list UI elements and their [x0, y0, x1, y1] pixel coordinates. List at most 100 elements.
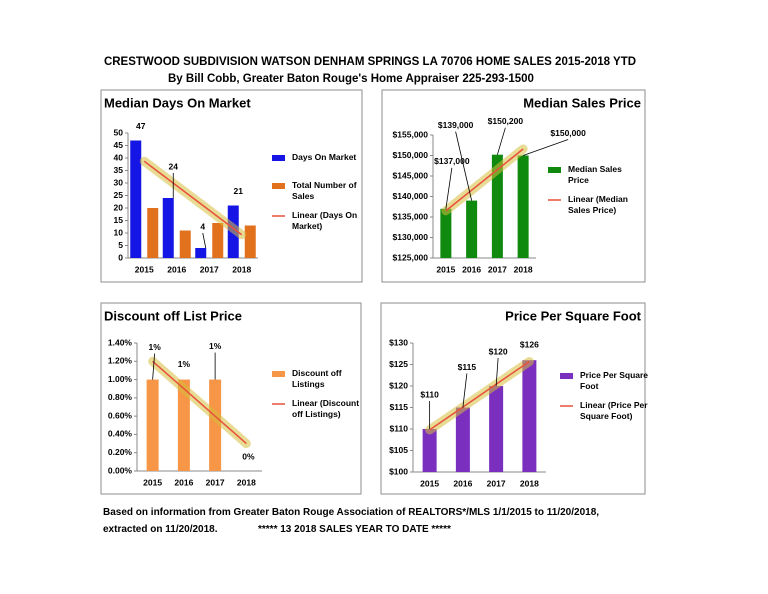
y-tick-label: 40	[114, 152, 124, 162]
legend-swatch	[560, 373, 573, 379]
y-tick-label: 30	[114, 177, 124, 187]
x-tick-label: 2015	[420, 478, 439, 488]
footer-line: Based on information from Greater Baton …	[103, 507, 600, 518]
trendline	[152, 360, 247, 445]
y-tick-label: $125,000	[393, 252, 429, 262]
x-tick-label: 2017	[487, 478, 506, 488]
y-tick-label: 0.20%	[108, 447, 133, 457]
bar	[522, 360, 537, 472]
y-tick-label: $110	[390, 423, 409, 433]
y-tick-label: $140,000	[393, 191, 429, 201]
data-label: $115	[458, 362, 477, 372]
bar	[162, 198, 174, 258]
y-tick-label: 10	[114, 227, 124, 237]
data-label: $120	[489, 346, 508, 356]
y-tick-label: 15	[114, 215, 124, 225]
bar	[195, 248, 207, 258]
bar	[209, 379, 222, 471]
chart-frame	[381, 89, 646, 283]
y-tick-label: 50	[114, 127, 124, 137]
data-label: 1%	[178, 359, 191, 369]
data-label: $150,000	[550, 128, 586, 138]
legend-swatch	[272, 371, 285, 377]
y-tick-label: $145,000	[393, 170, 429, 180]
data-label: $126	[520, 339, 539, 349]
y-tick-label: $130	[389, 337, 408, 347]
legend-swatch	[272, 183, 285, 189]
chart-title: Median Days On Market	[104, 95, 251, 110]
x-tick-label: 2016	[453, 478, 472, 488]
y-tick-label: $135,000	[393, 211, 429, 221]
legend-label: Days On Market	[292, 152, 357, 162]
bar	[212, 223, 224, 258]
x-tick-label: 2018	[520, 478, 539, 488]
chart-title: Discount off List Price	[104, 308, 242, 323]
data-label: $110	[420, 389, 439, 399]
bar	[422, 429, 437, 472]
x-tick-label: 2015	[143, 477, 162, 487]
legend-label: Price Per Square Foot	[580, 370, 649, 391]
label-leader	[496, 127, 506, 155]
data-label: $150,200	[488, 116, 524, 126]
x-tick-label: 2016	[167, 264, 186, 274]
y-tick-label: 1.20%	[108, 356, 133, 366]
chart-title: Median Sales Price	[523, 95, 641, 110]
y-tick-label: 0.40%	[108, 429, 133, 439]
legend-label: Linear (Discount off Listings)	[292, 398, 360, 419]
y-tick-label: 5	[118, 240, 123, 250]
y-tick-label: $120	[389, 380, 408, 390]
bar	[455, 407, 470, 472]
legend-label: Linear (Days On Market)	[292, 210, 358, 231]
y-tick-label: 25	[114, 190, 124, 200]
y-tick-label: $130,000	[393, 232, 429, 242]
x-tick-label: 2017	[206, 477, 225, 487]
x-tick-label: 2017	[200, 264, 219, 274]
legend-label: Median Sales Price	[568, 164, 622, 185]
trendline	[429, 360, 530, 431]
legend-label: Total Number of Sales	[292, 180, 357, 201]
legend-swatch	[272, 155, 285, 161]
bar	[491, 154, 503, 258]
legend-label: Linear (Median Sales Price)	[568, 194, 628, 215]
x-tick-label: 2017	[488, 264, 507, 274]
bar	[466, 200, 478, 258]
data-label: 1%	[148, 342, 161, 352]
bar	[489, 386, 504, 472]
label-leader	[445, 167, 453, 209]
y-tick-label: $105	[389, 445, 408, 455]
x-tick-label: 2018	[514, 264, 533, 274]
footer-line: extracted on 11/20/2018.	[103, 524, 218, 535]
trendline	[445, 148, 524, 212]
data-label: 21	[234, 186, 244, 196]
y-tick-label: $100	[389, 466, 408, 476]
x-tick-label: 2018	[232, 264, 251, 274]
footer-note: ***** 13 2018 SALES YEAR TO DATE *****	[258, 524, 451, 535]
legend-label: Discount off Listings	[292, 368, 342, 389]
data-label: 24	[169, 161, 179, 171]
bar	[130, 140, 142, 258]
bar	[179, 230, 191, 258]
page-title: CRESTWOOD SUBDIVISION WATSON DENHAM SPRI…	[103, 56, 637, 68]
y-tick-label: 35	[114, 165, 124, 175]
x-tick-label: 2018	[237, 477, 256, 487]
y-tick-label: 1.40%	[108, 337, 133, 347]
y-tick-label: $150,000	[393, 150, 429, 160]
label-leader	[152, 353, 156, 380]
data-label: $139,000	[438, 120, 474, 130]
label-leader	[202, 232, 207, 249]
y-tick-label: $125	[389, 359, 408, 369]
label-leader	[462, 373, 468, 408]
chart-title: Price Per Square Foot	[505, 308, 641, 323]
x-tick-label: 2016	[462, 264, 481, 274]
data-label: 1%	[209, 341, 222, 351]
x-tick-label: 2015	[135, 264, 154, 274]
trendline	[143, 160, 243, 236]
legend-swatch	[548, 167, 561, 173]
x-tick-label: 2016	[174, 477, 193, 487]
bar	[146, 379, 159, 471]
legend-label: Linear (Price Per Square Foot)	[580, 400, 648, 421]
y-tick-label: $155,000	[393, 129, 429, 139]
bar	[147, 208, 159, 258]
